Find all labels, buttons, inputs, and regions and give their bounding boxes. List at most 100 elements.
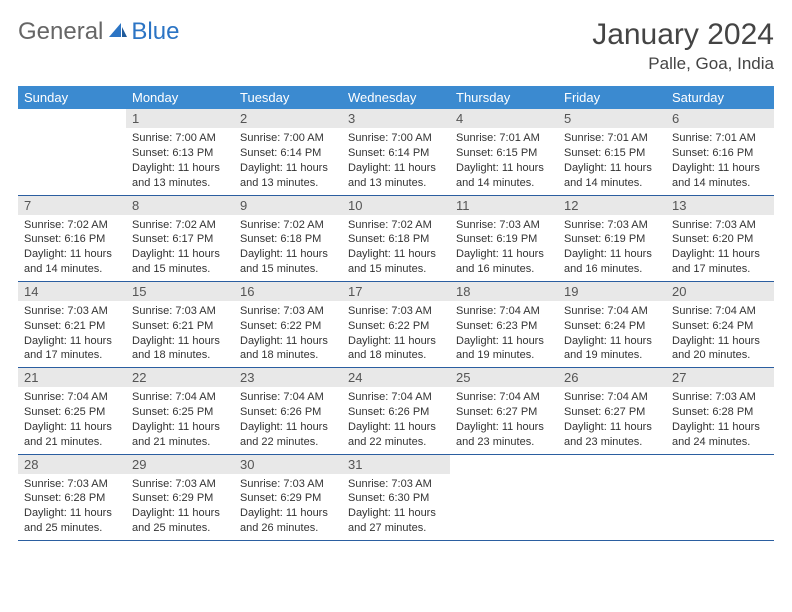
sunset-text: Sunset: 6:18 PM bbox=[240, 232, 336, 247]
daylight-text: Daylight: 11 hours and 14 minutes. bbox=[564, 161, 660, 191]
daylight-text: Daylight: 11 hours and 13 minutes. bbox=[132, 161, 228, 191]
daylight-text: Daylight: 11 hours and 26 minutes. bbox=[240, 506, 336, 536]
sunrise-text: Sunrise: 7:03 AM bbox=[672, 390, 768, 405]
sunset-text: Sunset: 6:29 PM bbox=[132, 491, 228, 506]
sunset-text: Sunset: 6:13 PM bbox=[132, 146, 228, 161]
sunrise-text: Sunrise: 7:03 AM bbox=[240, 477, 336, 492]
day-number: 6 bbox=[666, 109, 774, 128]
sunrise-text: Sunrise: 7:02 AM bbox=[348, 218, 444, 233]
sunset-text: Sunset: 6:22 PM bbox=[348, 319, 444, 334]
calendar-day-cell: 17Sunrise: 7:03 AMSunset: 6:22 PMDayligh… bbox=[342, 281, 450, 367]
day-number: 29 bbox=[126, 455, 234, 474]
sunrise-text: Sunrise: 7:03 AM bbox=[24, 304, 120, 319]
day-info: Sunrise: 7:03 AMSunset: 6:30 PMDaylight:… bbox=[342, 474, 450, 540]
daylight-text: Daylight: 11 hours and 14 minutes. bbox=[672, 161, 768, 191]
calendar-day-cell: 20Sunrise: 7:04 AMSunset: 6:24 PMDayligh… bbox=[666, 281, 774, 367]
calendar-day-cell bbox=[18, 109, 126, 195]
daylight-text: Daylight: 11 hours and 15 minutes. bbox=[132, 247, 228, 277]
day-info: Sunrise: 7:02 AMSunset: 6:18 PMDaylight:… bbox=[234, 215, 342, 281]
sunset-text: Sunset: 6:19 PM bbox=[564, 232, 660, 247]
location: Palle, Goa, India bbox=[592, 54, 774, 74]
calendar-day-cell: 29Sunrise: 7:03 AMSunset: 6:29 PMDayligh… bbox=[126, 454, 234, 540]
daylight-text: Daylight: 11 hours and 16 minutes. bbox=[456, 247, 552, 277]
logo-sail-icon bbox=[107, 21, 129, 41]
day-number: 25 bbox=[450, 368, 558, 387]
sunset-text: Sunset: 6:26 PM bbox=[348, 405, 444, 420]
calendar-day-cell bbox=[666, 454, 774, 540]
day-number bbox=[18, 109, 126, 128]
daylight-text: Daylight: 11 hours and 18 minutes. bbox=[132, 334, 228, 364]
calendar-day-cell: 3Sunrise: 7:00 AMSunset: 6:14 PMDaylight… bbox=[342, 109, 450, 195]
sunrise-text: Sunrise: 7:03 AM bbox=[132, 304, 228, 319]
month-title: January 2024 bbox=[592, 18, 774, 52]
day-info: Sunrise: 7:00 AMSunset: 6:14 PMDaylight:… bbox=[342, 128, 450, 194]
day-number: 17 bbox=[342, 282, 450, 301]
sunrise-text: Sunrise: 7:04 AM bbox=[240, 390, 336, 405]
day-info: Sunrise: 7:01 AMSunset: 6:15 PMDaylight:… bbox=[450, 128, 558, 194]
weekday-header: Thursday bbox=[450, 86, 558, 109]
daylight-text: Daylight: 11 hours and 23 minutes. bbox=[456, 420, 552, 450]
daylight-text: Daylight: 11 hours and 13 minutes. bbox=[240, 161, 336, 191]
day-number: 15 bbox=[126, 282, 234, 301]
weekday-header: Friday bbox=[558, 86, 666, 109]
daylight-text: Daylight: 11 hours and 24 minutes. bbox=[672, 420, 768, 450]
weekday-header: Sunday bbox=[18, 86, 126, 109]
calendar-week-row: 21Sunrise: 7:04 AMSunset: 6:25 PMDayligh… bbox=[18, 368, 774, 454]
day-info: Sunrise: 7:01 AMSunset: 6:15 PMDaylight:… bbox=[558, 128, 666, 194]
calendar-day-cell: 18Sunrise: 7:04 AMSunset: 6:23 PMDayligh… bbox=[450, 281, 558, 367]
sunset-text: Sunset: 6:27 PM bbox=[564, 405, 660, 420]
day-number: 1 bbox=[126, 109, 234, 128]
day-info: Sunrise: 7:02 AMSunset: 6:18 PMDaylight:… bbox=[342, 215, 450, 281]
calendar-day-cell: 25Sunrise: 7:04 AMSunset: 6:27 PMDayligh… bbox=[450, 368, 558, 454]
daylight-text: Daylight: 11 hours and 23 minutes. bbox=[564, 420, 660, 450]
day-number: 30 bbox=[234, 455, 342, 474]
daylight-text: Daylight: 11 hours and 15 minutes. bbox=[348, 247, 444, 277]
daylight-text: Daylight: 11 hours and 18 minutes. bbox=[240, 334, 336, 364]
sunrise-text: Sunrise: 7:04 AM bbox=[456, 304, 552, 319]
weekday-header: Wednesday bbox=[342, 86, 450, 109]
day-number: 8 bbox=[126, 196, 234, 215]
logo-word-blue: Blue bbox=[131, 18, 179, 46]
day-info: Sunrise: 7:03 AMSunset: 6:28 PMDaylight:… bbox=[666, 387, 774, 453]
day-info: Sunrise: 7:03 AMSunset: 6:20 PMDaylight:… bbox=[666, 215, 774, 281]
weekday-header-row: Sunday Monday Tuesday Wednesday Thursday… bbox=[18, 86, 774, 109]
day-number: 9 bbox=[234, 196, 342, 215]
sunrise-text: Sunrise: 7:04 AM bbox=[564, 390, 660, 405]
logo-word-general: General bbox=[18, 18, 103, 46]
sunrise-text: Sunrise: 7:03 AM bbox=[24, 477, 120, 492]
sunrise-text: Sunrise: 7:01 AM bbox=[456, 131, 552, 146]
daylight-text: Daylight: 11 hours and 17 minutes. bbox=[672, 247, 768, 277]
sunset-text: Sunset: 6:25 PM bbox=[132, 405, 228, 420]
calendar-day-cell: 22Sunrise: 7:04 AMSunset: 6:25 PMDayligh… bbox=[126, 368, 234, 454]
sunrise-text: Sunrise: 7:04 AM bbox=[24, 390, 120, 405]
sunrise-text: Sunrise: 7:00 AM bbox=[132, 131, 228, 146]
day-info: Sunrise: 7:04 AMSunset: 6:25 PMDaylight:… bbox=[18, 387, 126, 453]
day-info: Sunrise: 7:04 AMSunset: 6:27 PMDaylight:… bbox=[450, 387, 558, 453]
calendar-day-cell: 6Sunrise: 7:01 AMSunset: 6:16 PMDaylight… bbox=[666, 109, 774, 195]
sunset-text: Sunset: 6:15 PM bbox=[456, 146, 552, 161]
sunrise-text: Sunrise: 7:04 AM bbox=[672, 304, 768, 319]
day-info: Sunrise: 7:03 AMSunset: 6:29 PMDaylight:… bbox=[234, 474, 342, 540]
calendar-day-cell: 31Sunrise: 7:03 AMSunset: 6:30 PMDayligh… bbox=[342, 454, 450, 540]
sunset-text: Sunset: 6:21 PM bbox=[132, 319, 228, 334]
sunrise-text: Sunrise: 7:03 AM bbox=[564, 218, 660, 233]
day-info: Sunrise: 7:03 AMSunset: 6:21 PMDaylight:… bbox=[126, 301, 234, 367]
daylight-text: Daylight: 11 hours and 19 minutes. bbox=[456, 334, 552, 364]
day-info: Sunrise: 7:03 AMSunset: 6:19 PMDaylight:… bbox=[558, 215, 666, 281]
day-info: Sunrise: 7:03 AMSunset: 6:19 PMDaylight:… bbox=[450, 215, 558, 281]
daylight-text: Daylight: 11 hours and 21 minutes. bbox=[24, 420, 120, 450]
calendar-day-cell: 26Sunrise: 7:04 AMSunset: 6:27 PMDayligh… bbox=[558, 368, 666, 454]
sunset-text: Sunset: 6:30 PM bbox=[348, 491, 444, 506]
weekday-header: Monday bbox=[126, 86, 234, 109]
sunrise-text: Sunrise: 7:02 AM bbox=[240, 218, 336, 233]
calendar-week-row: 28Sunrise: 7:03 AMSunset: 6:28 PMDayligh… bbox=[18, 454, 774, 540]
sunset-text: Sunset: 6:14 PM bbox=[240, 146, 336, 161]
day-info: Sunrise: 7:03 AMSunset: 6:22 PMDaylight:… bbox=[234, 301, 342, 367]
sunset-text: Sunset: 6:17 PM bbox=[132, 232, 228, 247]
sunrise-text: Sunrise: 7:01 AM bbox=[672, 131, 768, 146]
daylight-text: Daylight: 11 hours and 20 minutes. bbox=[672, 334, 768, 364]
calendar-day-cell: 21Sunrise: 7:04 AMSunset: 6:25 PMDayligh… bbox=[18, 368, 126, 454]
daylight-text: Daylight: 11 hours and 15 minutes. bbox=[240, 247, 336, 277]
day-number: 4 bbox=[450, 109, 558, 128]
day-number: 22 bbox=[126, 368, 234, 387]
